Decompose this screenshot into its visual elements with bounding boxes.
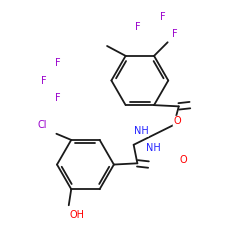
Text: F: F [55,93,61,103]
Text: NH: NH [146,144,161,154]
Text: OH: OH [69,210,84,220]
Text: NH: NH [134,126,148,136]
Text: F: F [42,76,47,86]
Text: F: F [160,12,165,22]
Text: O: O [180,154,187,164]
Text: Cl: Cl [38,120,47,130]
Text: OH: OH [69,210,84,220]
Text: F: F [42,76,47,86]
Text: F: F [172,28,178,38]
Text: Cl: Cl [38,120,47,130]
Text: Cl: Cl [38,120,47,130]
Text: NH: NH [134,126,148,136]
Text: O: O [173,116,181,126]
Text: F: F [55,93,61,103]
Text: F: F [160,12,165,22]
Text: F: F [160,12,165,22]
Text: NH: NH [146,144,161,154]
Text: NH: NH [134,126,148,136]
Text: O: O [173,116,181,126]
Text: F: F [136,22,141,32]
Text: F: F [55,58,61,68]
Text: F: F [136,22,141,32]
Text: F: F [55,58,61,68]
Text: O: O [173,116,181,126]
Text: F: F [172,28,178,38]
Text: F: F [55,58,61,68]
Text: O: O [180,154,187,164]
Text: F: F [42,76,47,86]
Text: NH: NH [146,144,161,154]
Text: F: F [136,22,141,32]
Text: F: F [172,28,178,38]
Text: OH: OH [69,210,84,220]
Text: F: F [55,93,61,103]
Text: O: O [180,154,187,164]
